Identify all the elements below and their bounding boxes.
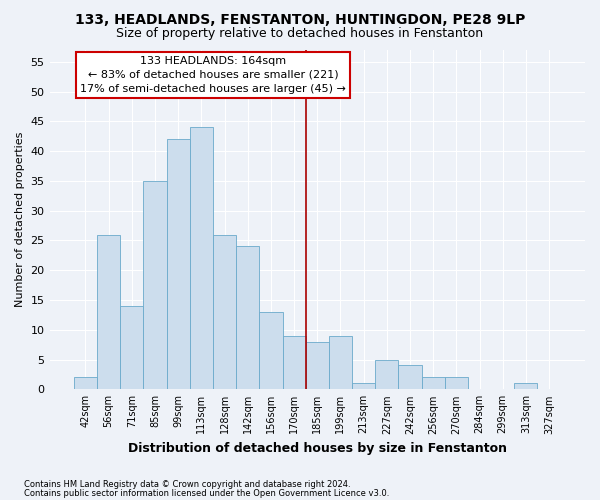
Bar — [352, 384, 375, 390]
Bar — [398, 366, 422, 390]
Bar — [259, 312, 283, 390]
Bar — [74, 378, 97, 390]
Bar — [329, 336, 352, 390]
Bar — [283, 336, 305, 390]
Bar — [97, 234, 120, 390]
Bar — [514, 384, 538, 390]
Text: Size of property relative to detached houses in Fenstanton: Size of property relative to detached ho… — [116, 28, 484, 40]
Bar — [236, 246, 259, 390]
Text: Contains HM Land Registry data © Crown copyright and database right 2024.: Contains HM Land Registry data © Crown c… — [24, 480, 350, 489]
Bar — [167, 140, 190, 390]
Y-axis label: Number of detached properties: Number of detached properties — [15, 132, 25, 308]
Bar — [445, 378, 468, 390]
Text: 133, HEADLANDS, FENSTANTON, HUNTINGDON, PE28 9LP: 133, HEADLANDS, FENSTANTON, HUNTINGDON, … — [75, 12, 525, 26]
Bar — [305, 342, 329, 390]
Bar — [190, 128, 213, 390]
Text: Contains public sector information licensed under the Open Government Licence v3: Contains public sector information licen… — [24, 488, 389, 498]
Bar — [143, 181, 167, 390]
Bar — [213, 234, 236, 390]
Text: 133 HEADLANDS: 164sqm
← 83% of detached houses are smaller (221)
17% of semi-det: 133 HEADLANDS: 164sqm ← 83% of detached … — [80, 56, 346, 94]
X-axis label: Distribution of detached houses by size in Fenstanton: Distribution of detached houses by size … — [128, 442, 507, 455]
Bar — [120, 306, 143, 390]
Bar — [375, 360, 398, 390]
Bar — [422, 378, 445, 390]
